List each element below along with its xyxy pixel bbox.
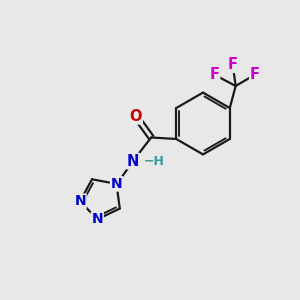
Text: F: F — [228, 57, 238, 72]
Text: O: O — [130, 109, 142, 124]
Text: N: N — [127, 154, 139, 169]
Text: N: N — [74, 194, 86, 208]
Text: N: N — [111, 177, 122, 191]
Text: F: F — [250, 67, 260, 82]
Text: −H: −H — [144, 155, 165, 168]
Text: N: N — [92, 212, 103, 226]
Text: F: F — [209, 67, 220, 82]
